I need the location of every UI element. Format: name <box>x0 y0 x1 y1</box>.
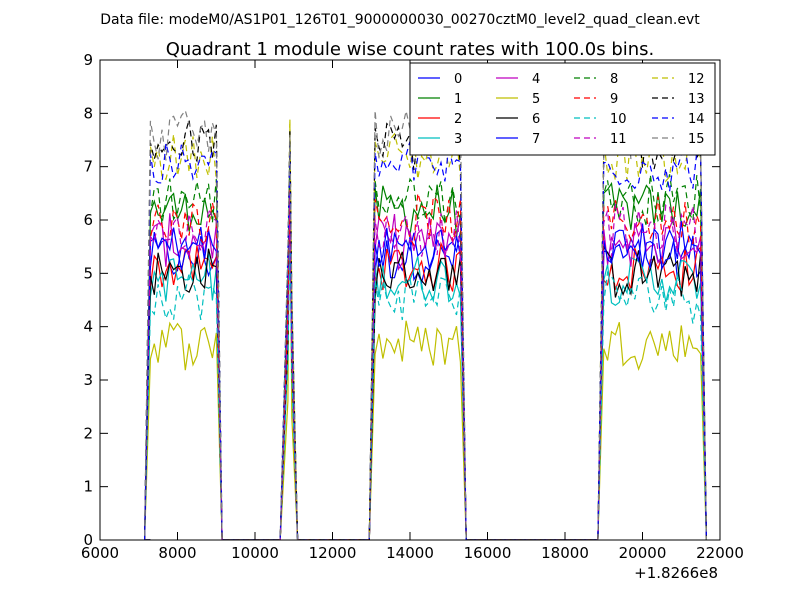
x-tick-label: 12000 <box>309 544 357 562</box>
legend-label-5: 5 <box>532 92 540 107</box>
x-offset-label: +1.8266e8 <box>634 564 718 582</box>
legend-label-1: 1 <box>454 92 462 107</box>
y-tick-label: 1 <box>83 478 93 496</box>
series-line-3 <box>143 219 707 540</box>
legend-label-7: 7 <box>532 132 540 147</box>
x-tick-label: 16000 <box>464 544 512 562</box>
legend-label-13: 13 <box>688 92 705 107</box>
y-tick-label: 5 <box>83 264 93 282</box>
chart-title: Quadrant 1 module wise count rates with … <box>166 39 655 60</box>
series-line-14 <box>143 141 707 540</box>
y-tick-label: 9 <box>83 51 93 69</box>
series-line-2 <box>143 209 707 540</box>
legend-label-11: 11 <box>610 132 627 147</box>
y-tick-label: 4 <box>83 318 93 336</box>
legend-label-9: 9 <box>610 92 618 107</box>
series-line-7 <box>143 198 707 540</box>
series-line-6 <box>143 150 707 540</box>
legend-label-15: 15 <box>688 132 705 147</box>
legend-label-3: 3 <box>454 132 462 147</box>
y-tick-label: 6 <box>83 211 93 229</box>
series-layer <box>143 108 707 540</box>
datafile-label: Data file: modeM0/AS1P01_126T01_90000000… <box>100 12 700 28</box>
y-tick-label: 0 <box>83 531 93 549</box>
series-line-1 <box>143 139 707 540</box>
x-tick-label: 18000 <box>541 544 589 562</box>
ticks-layer: 6000 8000 10000 12000 14000 16000 18000 20000 22… <box>81 51 744 562</box>
series-line-13 <box>143 119 707 540</box>
legend-label-0: 0 <box>454 72 462 87</box>
x-tick-label: 10000 <box>231 544 279 562</box>
series-line-9 <box>143 187 707 540</box>
x-tick-label: 22000 <box>696 544 744 562</box>
y-tick-label: 8 <box>83 104 93 122</box>
series-line-11 <box>143 193 707 540</box>
legend-label-14: 14 <box>688 112 705 127</box>
series-line-5 <box>143 123 707 540</box>
y-tick-label: 2 <box>83 424 93 442</box>
y-tick-label: 7 <box>83 158 93 176</box>
legend-label-8: 8 <box>610 72 618 87</box>
x-tick-label: 14000 <box>386 544 434 562</box>
x-tick-label: 8000 <box>158 544 196 562</box>
x-tick-label: 20000 <box>619 544 667 562</box>
legend-label-6: 6 <box>532 112 540 127</box>
series-line-15 <box>143 108 707 540</box>
series-line-4 <box>143 171 707 540</box>
y-tick-label: 3 <box>83 371 93 389</box>
legend-label-10: 10 <box>610 112 627 127</box>
legend-label-4: 4 <box>532 72 540 87</box>
legend-label-2: 2 <box>454 112 462 127</box>
x-tick-label: 6000 <box>81 544 119 562</box>
legend-label-12: 12 <box>688 72 705 87</box>
